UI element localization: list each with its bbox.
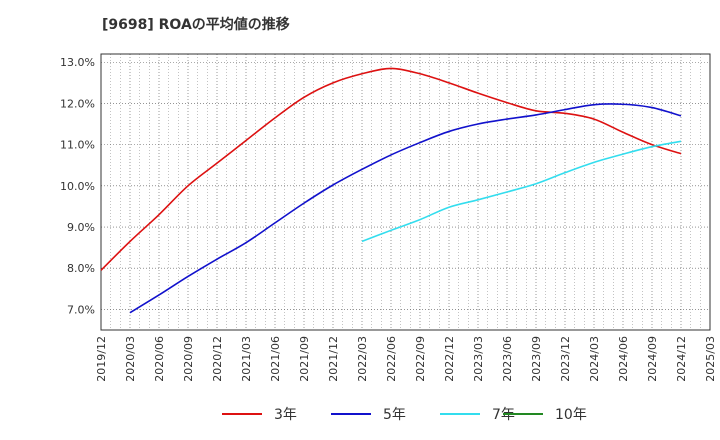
x-tick-label: 2023/09	[530, 336, 543, 382]
legend-item: 3年	[222, 402, 297, 426]
legend-swatch	[503, 413, 543, 415]
x-tick-label: 2021/03	[240, 336, 253, 382]
x-tick-label: 2024/12	[675, 336, 688, 382]
series-line-5年	[129, 103, 682, 314]
plot-border	[100, 53, 711, 331]
x-tick-label: 2020/09	[182, 336, 195, 382]
x-tick-label: 2022/06	[385, 336, 398, 382]
x-tick-label: 2025/03	[704, 336, 717, 382]
x-tick-label: 2021/06	[269, 336, 282, 382]
plot-area	[101, 54, 710, 330]
legend-item: 5年	[331, 402, 406, 426]
legend-label: 10年	[555, 407, 587, 423]
chart-legend: 3年 5年 7年 10年	[0, 402, 720, 426]
x-tick-label: 2024/03	[588, 336, 601, 382]
legend-label: 3年	[274, 407, 297, 423]
x-tick-label: 2021/09	[298, 336, 311, 382]
y-tick-label: 10.0%	[60, 180, 95, 193]
x-tick-label: 2022/12	[443, 336, 456, 382]
legend-swatch	[440, 413, 480, 415]
y-tick-label: 13.0%	[60, 56, 95, 69]
y-tick-label: 11.0%	[60, 139, 95, 152]
y-tick-label: 8.0%	[67, 262, 95, 275]
series-line-3年	[100, 67, 682, 271]
x-tick-label: 2022/03	[356, 336, 369, 382]
x-tick-label: 2020/03	[124, 336, 137, 382]
x-tick-label: 2024/09	[646, 336, 659, 382]
x-tick-label: 2019/12	[95, 336, 108, 382]
x-tick-label: 2020/12	[211, 336, 224, 382]
x-tick-label: 2022/09	[414, 336, 427, 382]
x-tick-label: 2021/12	[327, 336, 340, 382]
chart-title: [9698] ROAの平均値の推移	[102, 17, 290, 33]
legend-swatch	[331, 413, 371, 415]
y-tick-label: 9.0%	[67, 221, 95, 234]
x-tick-label: 2023/12	[559, 336, 572, 382]
legend-item: 10年	[503, 402, 587, 426]
legend-item: 7年	[440, 402, 515, 426]
y-tick-label: 12.0%	[60, 97, 95, 110]
x-tick-label: 2024/06	[617, 336, 630, 382]
legend-label: 7年	[492, 407, 515, 423]
series-line-7年	[361, 140, 682, 243]
legend-swatch	[222, 413, 262, 415]
y-tick-label: 7.0%	[67, 303, 95, 316]
legend-label: 5年	[383, 407, 406, 423]
x-tick-label: 2020/06	[153, 336, 166, 382]
x-tick-label: 2023/03	[472, 336, 485, 382]
x-tick-label: 2023/06	[501, 336, 514, 382]
